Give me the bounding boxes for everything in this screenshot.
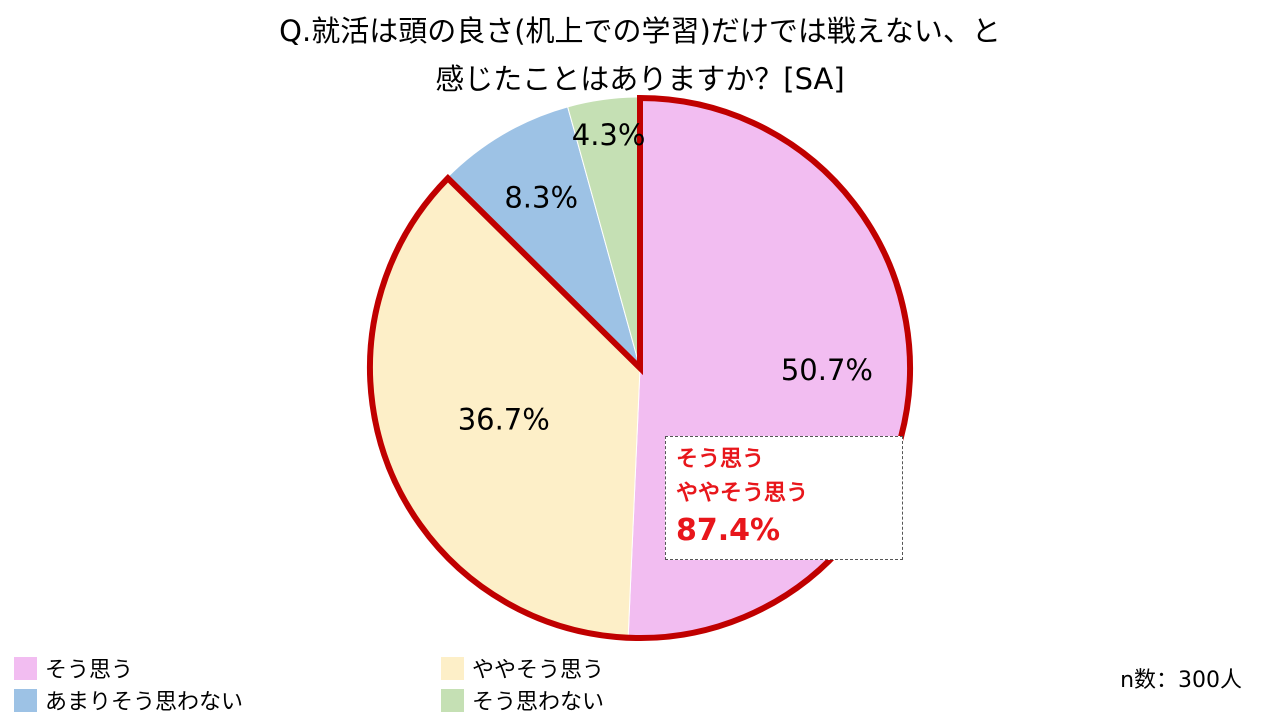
legend-swatch	[14, 688, 37, 712]
chart-title-line-1: Q.就活は頭の良さ(机上での学習)だけでは戦えない、と	[279, 14, 1001, 48]
legend-item-amari-soushiwanai: あまりそう思わない	[14, 684, 243, 716]
slice-value-label-3: 4.3%	[572, 118, 646, 152]
legend-label: そう思う	[45, 658, 134, 683]
highlight-callout: そう思う ややそう思う 87.4%	[665, 436, 903, 560]
legend-swatch	[441, 688, 464, 712]
legend-item-soushiu: そう思う	[14, 652, 133, 684]
legend-label: ややそう思う	[472, 658, 605, 683]
highlight-outline	[367, 94, 913, 641]
callout-label-2: ややそう思う	[676, 481, 809, 506]
slice-value-label-1: 36.7%	[458, 402, 550, 436]
legend-label: そう思わない	[472, 690, 605, 715]
legend-label: あまりそう思わない	[45, 690, 244, 715]
pie-slice-2	[446, 106, 641, 370]
sample-size-note: n数：300人	[1120, 668, 1242, 693]
slice-value-label-0: 50.7%	[781, 353, 873, 387]
slice-value-label-2: 8.3%	[504, 181, 578, 215]
legend-item-soushiwanai: そう思わない	[441, 684, 604, 716]
callout-total: 87.4%	[676, 513, 781, 548]
chart-title-line-2: 感じたことはありますか？[SA]	[435, 62, 845, 96]
callout-label-1: そう思う	[676, 447, 765, 472]
legend-item-yaya-soushiu: ややそう思う	[441, 652, 604, 684]
legend-swatch	[441, 656, 464, 680]
legend-swatch	[14, 656, 37, 680]
